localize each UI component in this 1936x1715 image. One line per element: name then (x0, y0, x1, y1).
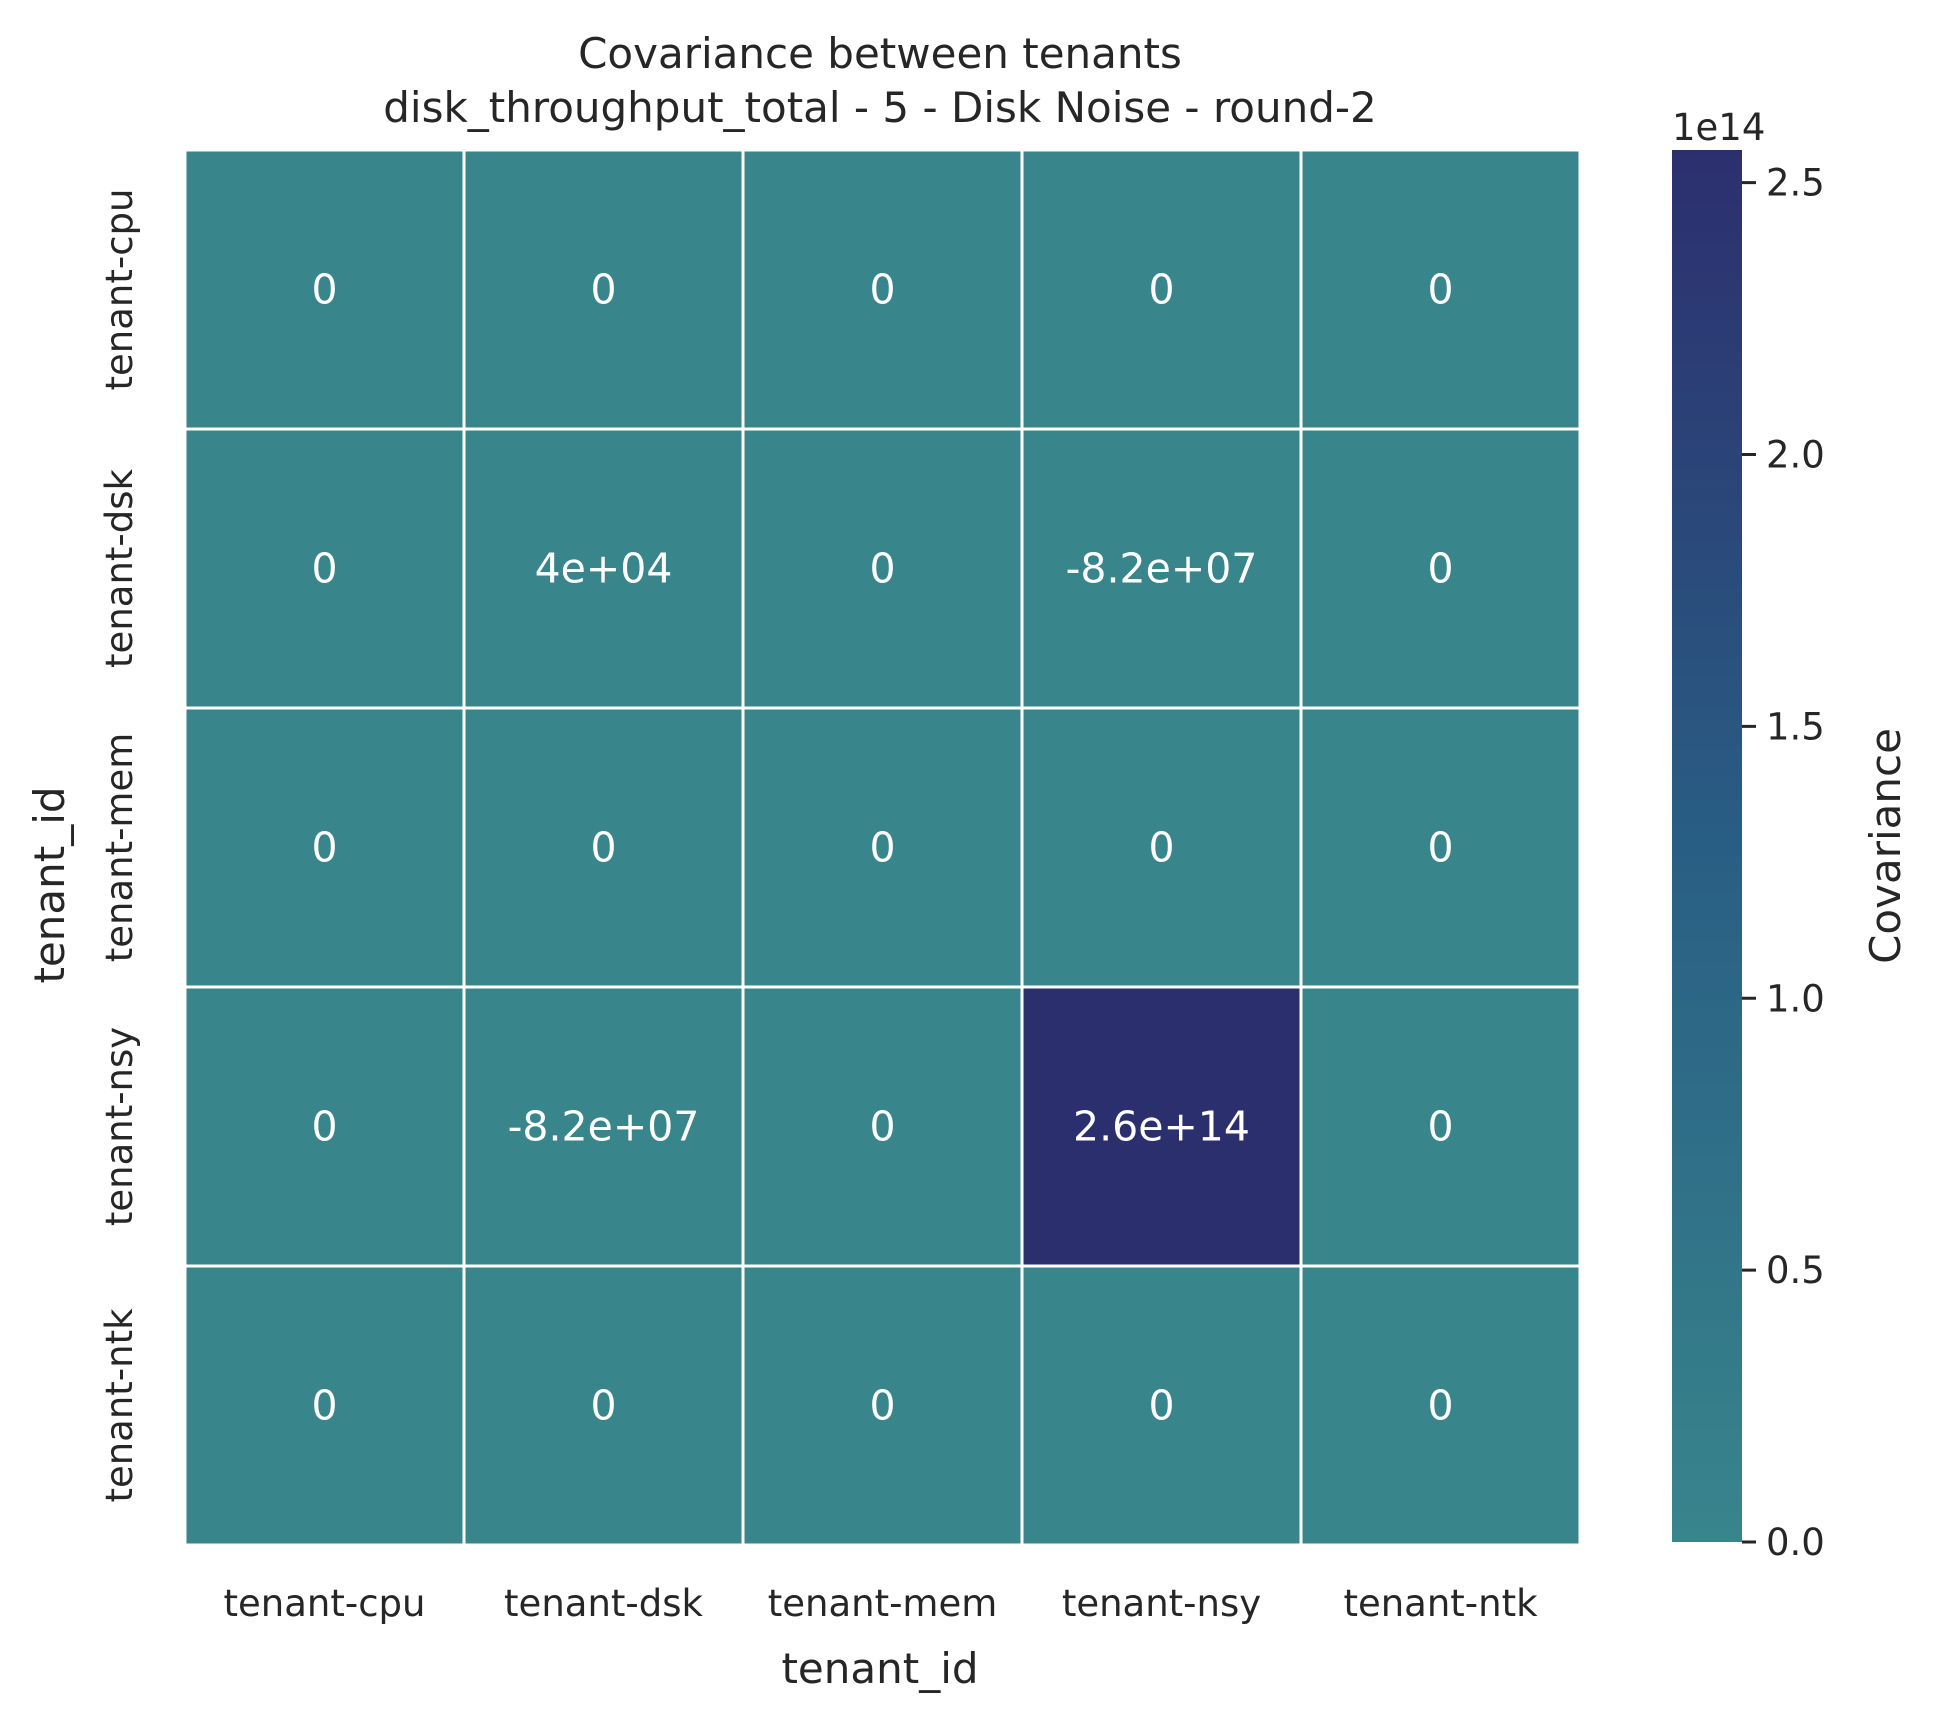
cell-value-label: 0 (1148, 1382, 1174, 1430)
y-tick-label: tenant-mem (98, 733, 141, 963)
colorbar-tick-label: 0.0 (1766, 1521, 1825, 1564)
heatmap-cell (1299, 427, 1582, 710)
heatmap-cell (741, 427, 1024, 710)
heatmap-cell (462, 706, 745, 989)
x-tick-label: tenant-nsy (1062, 1582, 1261, 1625)
cell-value-label: -8.2e+07 (508, 1103, 700, 1151)
cell-value-label: 0 (1427, 266, 1453, 314)
heatmap-cell (741, 1264, 1024, 1547)
colorbar-tick-label: 0.5 (1766, 1249, 1825, 1292)
heatmap-cell (741, 148, 1024, 431)
y-tick-label: tenant-dsk (98, 468, 141, 667)
cell-value-label: 0 (1427, 545, 1453, 593)
cell-value-label: 0 (311, 1382, 337, 1430)
heatmap-cell (462, 148, 745, 431)
heatmap-cell (1299, 985, 1582, 1268)
y-axis-label: tenant_id (25, 786, 74, 983)
y-tick-labels: tenant-cpu tenant-dsk tenant-mem tenant-nsy… (98, 189, 141, 1503)
heatmap-cell (1020, 985, 1303, 1268)
heatmap-cells: 0 0 0 0 0 0 4e+04 0 -8.2e+07 0 0 0 0 0 0 0 -8.2e+07 0 2.6e… (183, 148, 1582, 1547)
chart-title: Covariance between tenants (578, 29, 1182, 78)
cell-value-label: 0 (590, 266, 616, 314)
cell-value-label: 0 (311, 824, 337, 872)
cell-value-label: 0 (311, 545, 337, 593)
heatmap-cell (741, 706, 1024, 989)
x-tick-label: tenant-ntk (1343, 1582, 1538, 1625)
cell-value-label: -8.2e+07 (1066, 545, 1258, 593)
cell-value-label: 0 (1427, 1382, 1453, 1430)
colorbar-tick-label: 2.0 (1766, 434, 1825, 477)
x-tick-label: tenant-dsk (504, 1582, 703, 1625)
cell-value-label: 0 (311, 1103, 337, 1151)
heatmap-cell (1299, 148, 1582, 431)
cell-value-label: 0 (869, 266, 895, 314)
heatmap-cell (1020, 148, 1303, 431)
cell-value-label: 0 (590, 824, 616, 872)
heatmap-cell (1299, 1264, 1582, 1547)
cell-value-label: 0 (869, 1382, 895, 1430)
cell-value-label: 0 (1148, 824, 1174, 872)
cell-value-label: 0 (1148, 266, 1174, 314)
heatmap-cell (462, 985, 745, 1268)
heatmap-cell (1020, 706, 1303, 989)
cell-value-label: 0 (869, 824, 895, 872)
heatmap-cell (183, 985, 466, 1268)
colorbar-gradient (1672, 150, 1742, 1542)
y-tick-label: tenant-cpu (98, 189, 141, 391)
chart-subtitle: disk_throughput_total - 5 - Disk Noise -… (383, 83, 1377, 132)
heatmap-cell (183, 1264, 466, 1547)
colorbar-tick-label: 1.5 (1766, 705, 1825, 748)
colorbar-offset-text: 1e14 (1672, 106, 1765, 149)
colorbar-ticks: 0.0 0.5 1.0 1.5 2.0 2.5 (1742, 162, 1825, 1564)
x-tick-labels: tenant-cpu tenant-dsk tenant-mem tenant-nsy… (224, 1582, 1539, 1625)
y-tick-label: tenant-nsy (98, 1027, 141, 1226)
cell-value-label: 0 (311, 266, 337, 314)
colorbar-tick-label: 1.0 (1766, 977, 1825, 1020)
heatmap-cell (741, 985, 1024, 1268)
cell-value-label: 0 (590, 1382, 616, 1430)
x-tick-label: tenant-cpu (224, 1582, 426, 1625)
x-tick-label: tenant-mem (768, 1582, 998, 1625)
cell-value-label: 4e+04 (535, 545, 673, 593)
heatmap-cell (462, 1264, 745, 1547)
cell-value-label: 0 (869, 545, 895, 593)
heatmap-cell (1299, 706, 1582, 989)
x-axis-label: tenant_id (781, 1644, 978, 1693)
colorbar-label: Covariance (1861, 728, 1910, 964)
cell-value-label: 0 (869, 1103, 895, 1151)
heatmap-cell (183, 148, 466, 431)
colorbar-tick-label: 2.5 (1766, 162, 1825, 205)
cell-value-label: 0 (1427, 1103, 1453, 1151)
colorbar: 0.0 0.5 1.0 1.5 2.0 2.5 1e14 Covariance (1672, 106, 1910, 1564)
cell-value-label: 0 (1427, 824, 1453, 872)
y-tick-label: tenant-ntk (98, 1308, 141, 1503)
cell-value-label: 2.6e+14 (1073, 1103, 1250, 1151)
heatmap-cell (183, 427, 466, 710)
